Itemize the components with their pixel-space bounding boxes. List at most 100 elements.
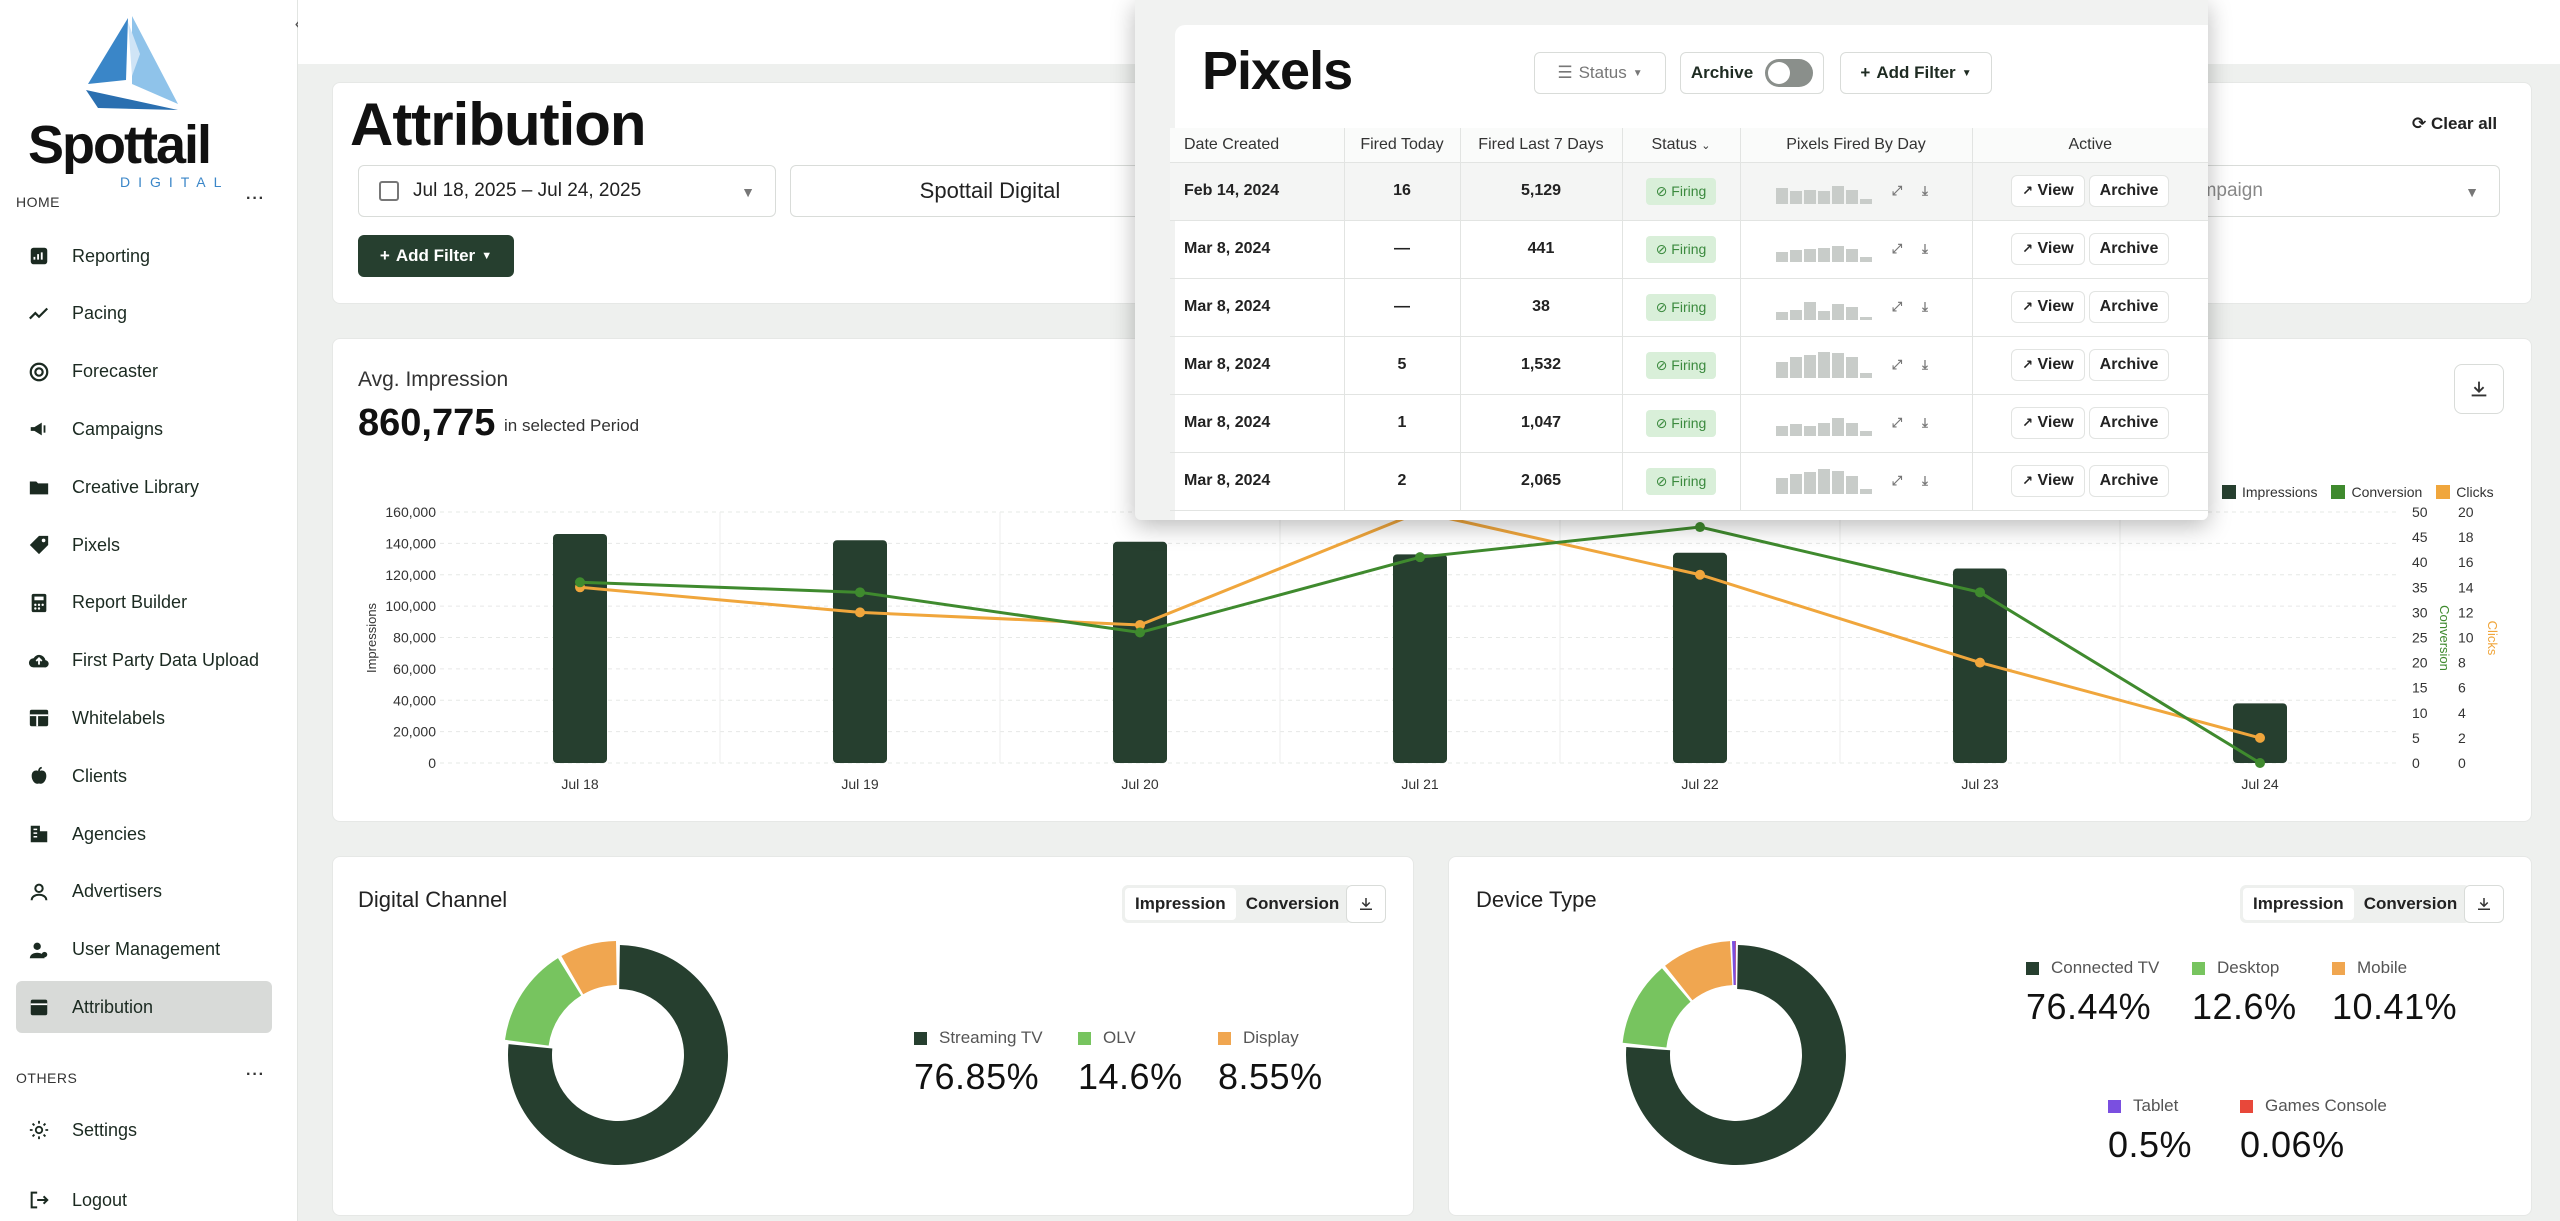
sparkline bbox=[1776, 410, 1872, 436]
download-icon[interactable]: ⤓ bbox=[1922, 415, 1928, 431]
table-row[interactable]: Mar 8, 2024—38 ⊘ Firing ⤢ ⤓ ↗ View Archive bbox=[1170, 278, 2208, 337]
pixels-add-filter-button[interactable]: + Add Filter ▼ bbox=[1840, 52, 1992, 94]
view-button[interactable]: ↗ View bbox=[2011, 175, 2085, 207]
device-slice[interactable] bbox=[1622, 968, 1691, 1048]
device-slice[interactable] bbox=[1665, 941, 1733, 1001]
col-fired-last-7[interactable]: Fired Last 7 Days bbox=[1460, 128, 1623, 163]
sidebar-item-advertisers[interactable]: Advertisers bbox=[16, 866, 272, 918]
spark-bar bbox=[1804, 426, 1816, 436]
client-select[interactable]: Spottail Digital bbox=[790, 165, 1190, 217]
expand-icon[interactable]: ⤢ bbox=[1891, 241, 1903, 257]
sidebar-item-pacing[interactable]: Pacing bbox=[16, 288, 272, 340]
sidebar-item-logout[interactable]: Logout bbox=[16, 1174, 272, 1221]
sidebar-item-whitelabels[interactable]: Whitelabels bbox=[16, 692, 272, 744]
table-row[interactable]: Mar 8, 2024 2 2,065 ⊘ Firing ⤢ ⤓ ↗ View Archive bbox=[1170, 452, 2208, 511]
status-badge: ⊘ Firing bbox=[1645, 235, 1717, 263]
sidebar-item-first-party-data-upload[interactable]: First Party Data Upload bbox=[16, 635, 272, 687]
download-icon[interactable]: ⤓ bbox=[1922, 241, 1928, 257]
table-row[interactable]: Mar 8, 2024 1 1,047 ⊘ Firing ⤢ ⤓ ↗ View Archive bbox=[1170, 394, 2208, 453]
download-icon[interactable]: ⤓ bbox=[1922, 299, 1928, 315]
channel-slice[interactable] bbox=[561, 941, 617, 995]
status-filter-button[interactable]: ☰ Status ▼ bbox=[1534, 52, 1666, 94]
view-label: View bbox=[2037, 182, 2074, 199]
tag-icon bbox=[16, 534, 56, 556]
brand-logo[interactable]: Spottail DIGITAL bbox=[28, 14, 238, 190]
archive-toggle-label: Archive bbox=[1690, 63, 1754, 82]
cell-fired-today: — bbox=[1344, 278, 1461, 337]
col-fired-today[interactable]: Fired Today bbox=[1344, 128, 1461, 163]
archive-button[interactable]: Archive bbox=[2088, 407, 2170, 439]
channel-slice[interactable] bbox=[505, 958, 582, 1046]
channel-metric-toggle: Impression Conversion bbox=[1122, 885, 1353, 923]
date-range-picker[interactable]: Jul 18, 2025 – Jul 24, 2025 ▼ bbox=[358, 165, 776, 217]
sidebar-item-agencies[interactable]: Agencies bbox=[16, 808, 272, 860]
legend-item[interactable]: Clicks bbox=[2436, 484, 2494, 500]
download-icon[interactable]: ⤓ bbox=[1922, 183, 1928, 199]
channel-conversion-tab[interactable]: Conversion bbox=[1245, 894, 1340, 913]
view-button[interactable]: ↗ View bbox=[2011, 349, 2085, 381]
channel-slice[interactable] bbox=[508, 945, 728, 1165]
expand-icon[interactable]: ⤢ bbox=[1891, 183, 1903, 199]
archive-button[interactable]: Archive bbox=[2088, 175, 2170, 207]
status-badge: ⊘ Firing bbox=[1645, 177, 1717, 205]
percentage-value: 76.44% bbox=[2026, 986, 2152, 1027]
sidebar-item-settings[interactable]: Settings bbox=[16, 1104, 272, 1156]
cell-date: Mar 8, 2024 bbox=[1170, 452, 1345, 511]
others-more-button[interactable]: ··· bbox=[246, 1066, 265, 1083]
view-button[interactable]: ↗ View bbox=[2011, 233, 2085, 265]
archive-button[interactable]: Archive bbox=[2088, 233, 2170, 265]
campaign-select[interactable]: ampaign ▼ bbox=[2170, 165, 2500, 217]
expand-icon[interactable]: ⤢ bbox=[1891, 473, 1903, 489]
clear-all-button[interactable]: ⟳ Clear all bbox=[2412, 114, 2497, 134]
channel-download-button[interactable] bbox=[1346, 885, 1386, 923]
channel-impression-tab[interactable]: Impression bbox=[1125, 888, 1236, 920]
sidebar-item-clients[interactable]: Clients bbox=[16, 750, 272, 802]
percentage-value: 14.6% bbox=[1078, 1056, 1183, 1097]
archive-button[interactable]: Archive bbox=[2088, 291, 2170, 323]
sidebar-item-user-management[interactable]: User Management bbox=[16, 924, 272, 976]
spark-bar bbox=[1846, 476, 1858, 494]
legend-item[interactable]: Conversion bbox=[2331, 484, 2422, 500]
archive-switch[interactable] bbox=[1765, 59, 1814, 87]
view-button[interactable]: ↗ View bbox=[2011, 465, 2085, 497]
sidebar-item-attribution[interactable]: Attribution bbox=[16, 981, 272, 1034]
view-button[interactable]: ↗ View bbox=[2011, 407, 2085, 439]
attribution-icon bbox=[16, 996, 56, 1018]
legend-swatch bbox=[2331, 485, 2346, 499]
device-slice[interactable] bbox=[1731, 941, 1736, 986]
cell-actions: ↗ View Archive bbox=[1972, 452, 2208, 511]
sparkline bbox=[1776, 178, 1872, 204]
table-row[interactable]: Mar 8, 2024—441 ⊘ Firing ⤢ ⤓ ↗ View Archive bbox=[1170, 220, 2208, 279]
device-impression-tab[interactable]: Impression bbox=[2243, 888, 2354, 920]
archive-button[interactable]: Archive bbox=[2088, 349, 2170, 381]
home-more-button[interactable]: ··· bbox=[246, 190, 265, 207]
device-conversion-tab[interactable]: Conversion bbox=[2363, 894, 2458, 913]
col-status[interactable]: Status ⌄ bbox=[1622, 128, 1741, 163]
sidebar-item-campaigns[interactable]: Campaigns bbox=[16, 403, 272, 455]
legend-item[interactable]: Impressions bbox=[2222, 484, 2317, 500]
sidebar-item-reporting[interactable]: Reporting bbox=[16, 230, 272, 282]
expand-icon[interactable]: ⤢ bbox=[1891, 415, 1903, 431]
download-icon[interactable]: ⤓ bbox=[1922, 473, 1928, 489]
add-filter-button[interactable]: + Add Filter ▼ bbox=[358, 235, 514, 277]
sidebar-item-forecaster[interactable]: Forecaster bbox=[16, 346, 272, 398]
sidebar-item-report-builder[interactable]: Report Builder bbox=[16, 577, 272, 629]
device-slice[interactable] bbox=[1626, 945, 1846, 1165]
cell-status: ⊘ Firing bbox=[1622, 452, 1741, 511]
archive-toggle[interactable]: Archive bbox=[1680, 52, 1824, 94]
archive-button[interactable]: Archive bbox=[2088, 465, 2170, 497]
device-download-button[interactable] bbox=[2464, 885, 2504, 923]
plus-icon: + bbox=[379, 246, 390, 265]
sidebar-item-pixels[interactable]: Pixels bbox=[16, 519, 272, 571]
chart-download-button[interactable] bbox=[2454, 364, 2504, 414]
expand-icon[interactable]: ⤢ bbox=[1891, 299, 1903, 315]
download-icon[interactable]: ⤓ bbox=[1922, 357, 1928, 373]
table-row[interactable]: Feb 14, 2024 16 5,129 ⊘ Firing ⤢ ⤓ ↗ View Archi… bbox=[1170, 162, 2208, 221]
device-type-donut bbox=[1622, 941, 1846, 1165]
table-row[interactable]: Mar 8, 2024 5 1,532 ⊘ Firing ⤢ ⤓ ↗ View Archive bbox=[1170, 336, 2208, 395]
collapse-sidebar-button[interactable]: ‹ bbox=[288, 14, 308, 34]
expand-icon[interactable]: ⤢ bbox=[1891, 357, 1903, 373]
sidebar-item-creative-library[interactable]: Creative Library bbox=[16, 461, 272, 513]
col-date-created[interactable]: Date Created bbox=[1170, 128, 1345, 163]
view-button[interactable]: ↗ View bbox=[2011, 291, 2085, 323]
